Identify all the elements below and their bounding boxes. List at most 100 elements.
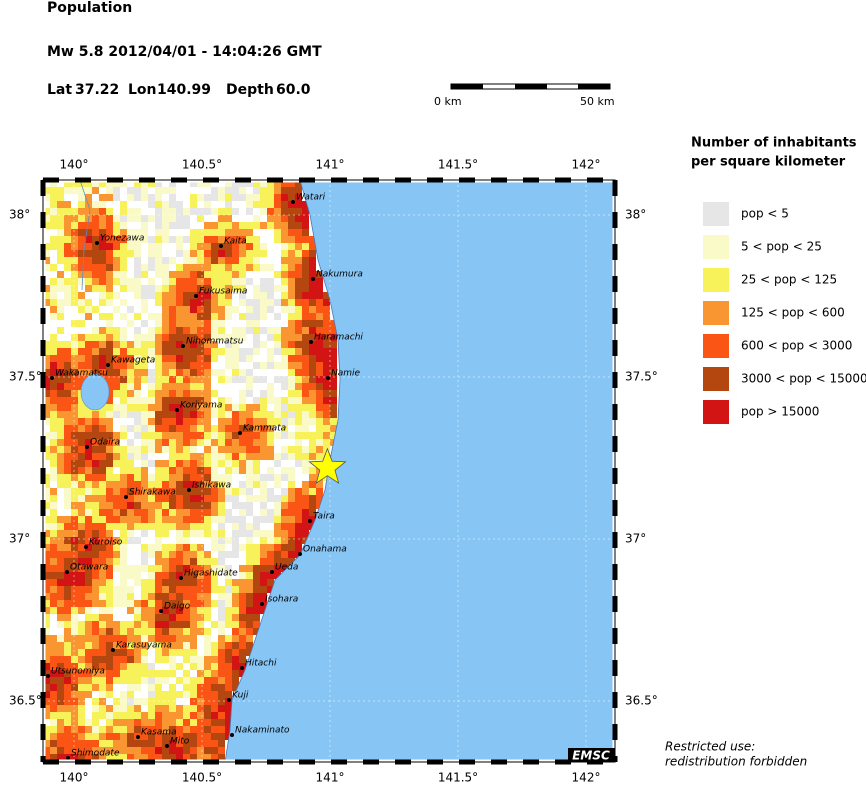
population-cell bbox=[134, 264, 141, 271]
population-cell bbox=[43, 397, 50, 404]
population-cell bbox=[169, 383, 176, 390]
population-cell bbox=[99, 740, 106, 747]
population-cell bbox=[295, 334, 302, 341]
population-cell bbox=[211, 663, 218, 670]
population-cell bbox=[99, 656, 106, 663]
population-cell bbox=[71, 719, 78, 726]
population-cell bbox=[106, 677, 113, 684]
population-cell bbox=[85, 572, 92, 579]
population-cell bbox=[92, 327, 99, 334]
population-cell bbox=[50, 670, 57, 677]
population-cell bbox=[162, 488, 169, 495]
population-cell bbox=[281, 201, 288, 208]
population-cell bbox=[204, 488, 211, 495]
population-cell bbox=[106, 376, 113, 383]
population-cell bbox=[218, 453, 225, 460]
population-cell bbox=[204, 698, 211, 705]
population-cell bbox=[225, 488, 232, 495]
population-cell bbox=[288, 250, 295, 257]
population-cell bbox=[78, 740, 85, 747]
population-cell bbox=[204, 390, 211, 397]
population-cell bbox=[197, 670, 204, 677]
population-cell bbox=[169, 593, 176, 600]
population-cell bbox=[134, 369, 141, 376]
population-cell bbox=[260, 250, 267, 257]
population-cell bbox=[99, 523, 106, 530]
population-cell bbox=[162, 460, 169, 467]
population-cell bbox=[176, 327, 183, 334]
lon-label: 141° bbox=[316, 771, 345, 785]
population-cell bbox=[71, 320, 78, 327]
population-cell bbox=[302, 243, 309, 250]
population-cell bbox=[316, 453, 323, 460]
population-cell bbox=[99, 579, 106, 586]
population-cell bbox=[302, 306, 309, 313]
population-cell bbox=[225, 719, 232, 726]
population-cell bbox=[57, 684, 64, 691]
population-cell bbox=[106, 446, 113, 453]
population-cell bbox=[99, 208, 106, 215]
population-cell bbox=[169, 649, 176, 656]
population-cell bbox=[78, 558, 85, 565]
population-cell bbox=[211, 621, 218, 628]
population-cell bbox=[78, 509, 85, 516]
population-cell bbox=[225, 418, 232, 425]
population-cell bbox=[204, 383, 211, 390]
population-cell bbox=[92, 488, 99, 495]
population-cell bbox=[134, 215, 141, 222]
population-cell bbox=[85, 684, 92, 691]
population-cell bbox=[190, 642, 197, 649]
population-cell bbox=[267, 264, 274, 271]
population-cell bbox=[211, 264, 218, 271]
population-cell bbox=[183, 628, 190, 635]
population-cell bbox=[64, 404, 71, 411]
population-cell bbox=[148, 334, 155, 341]
population-cell bbox=[106, 327, 113, 334]
population-cell bbox=[183, 747, 190, 754]
population-cell bbox=[190, 243, 197, 250]
city-dot bbox=[179, 576, 183, 580]
population-cell bbox=[169, 663, 176, 670]
population-cell bbox=[120, 362, 127, 369]
population-cell bbox=[127, 320, 134, 327]
population-cell bbox=[246, 327, 253, 334]
population-cell bbox=[71, 285, 78, 292]
population-cell bbox=[113, 271, 120, 278]
population-cell bbox=[64, 243, 71, 250]
population-cell bbox=[155, 376, 162, 383]
population-cell bbox=[64, 551, 71, 558]
population-cell bbox=[134, 670, 141, 677]
population-cell bbox=[85, 565, 92, 572]
population-cell bbox=[120, 327, 127, 334]
population-cell bbox=[246, 446, 253, 453]
population-cell bbox=[302, 383, 309, 390]
population-cell bbox=[281, 404, 288, 411]
population-cell bbox=[57, 411, 64, 418]
population-cell bbox=[239, 481, 246, 488]
population-cell bbox=[260, 439, 267, 446]
population-cell bbox=[148, 390, 155, 397]
population-cell bbox=[197, 278, 204, 285]
population-cell bbox=[190, 271, 197, 278]
population-cell bbox=[232, 285, 239, 292]
population-cell bbox=[239, 425, 246, 432]
population-cell bbox=[113, 586, 120, 593]
population-cell bbox=[169, 740, 176, 747]
population-cell bbox=[225, 313, 232, 320]
population-cell bbox=[190, 432, 197, 439]
population-cell bbox=[148, 579, 155, 586]
population-cell bbox=[120, 712, 127, 719]
population-cell bbox=[204, 523, 211, 530]
population-cell bbox=[85, 222, 92, 229]
population-cell bbox=[113, 250, 120, 257]
population-cell bbox=[85, 649, 92, 656]
population-cell bbox=[148, 180, 155, 187]
population-cell bbox=[176, 397, 183, 404]
population-cell bbox=[127, 369, 134, 376]
population-cell bbox=[141, 481, 148, 488]
population-cell bbox=[176, 278, 183, 285]
population-cell bbox=[169, 712, 176, 719]
population-cell bbox=[274, 376, 281, 383]
population-cell bbox=[288, 229, 295, 236]
population-cell bbox=[78, 467, 85, 474]
